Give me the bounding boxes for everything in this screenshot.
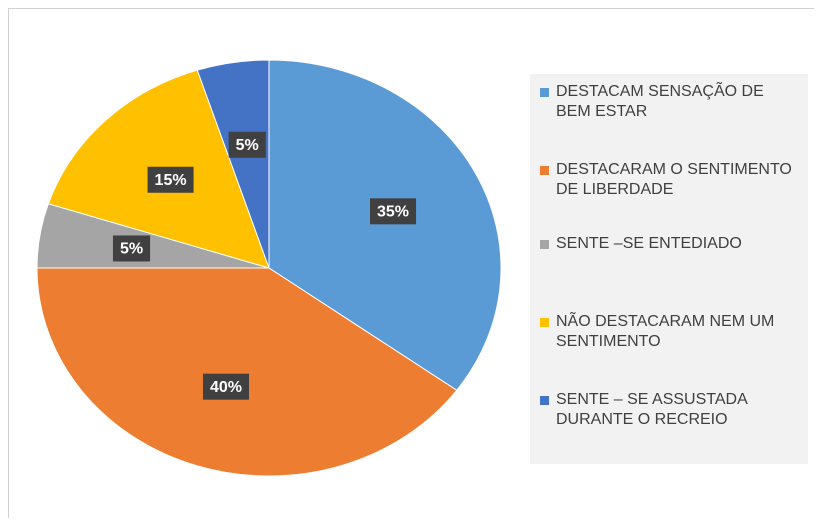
legend: DESTACAM SENSAÇÃO DE BEM ESTAR DESTACARAM… bbox=[530, 74, 808, 464]
legend-swatch bbox=[540, 396, 549, 405]
data-label-text: 35% bbox=[377, 204, 409, 221]
data-label: 15% bbox=[147, 166, 194, 193]
legend-swatch bbox=[540, 240, 549, 249]
data-label-box bbox=[370, 198, 417, 225]
legend-swatch bbox=[540, 166, 549, 175]
data-label-box bbox=[202, 373, 250, 400]
pie-slice bbox=[36, 267, 458, 477]
data-label-text: 5% bbox=[236, 137, 259, 154]
data-label: 35% bbox=[370, 198, 417, 225]
data-label-box bbox=[112, 235, 151, 262]
legend-label: SENTE –SE ENTEDIADO bbox=[556, 235, 742, 252]
data-label-box bbox=[147, 166, 194, 193]
data-label: 40% bbox=[202, 373, 250, 400]
legend-item: SENTE –SE ENTEDIADO bbox=[540, 234, 802, 254]
legend-label: NÃO DESTACARAM NEM UM SENTIMENTO bbox=[556, 313, 775, 350]
data-label: 5% bbox=[228, 131, 266, 158]
data-label-text: 40% bbox=[210, 379, 242, 396]
data-label-text: 5% bbox=[120, 241, 143, 258]
legend-item: SENTE – SE ASSUSTADA DURANTE O RECREIO bbox=[540, 390, 802, 430]
legend-item: DESTACARAM O SENTIMENTO DE LIBERDADE bbox=[540, 160, 802, 200]
legend-label: DESTACARAM O SENTIMENTO DE LIBERDADE bbox=[556, 161, 792, 198]
data-label: 5% bbox=[112, 235, 151, 262]
legend-swatch bbox=[540, 88, 549, 97]
data-label-box bbox=[228, 131, 266, 158]
legend-label: SENTE – SE ASSUSTADA DURANTE O RECREIO bbox=[556, 391, 747, 428]
legend-swatch bbox=[540, 318, 549, 327]
legend-label: DESTACAM SENSAÇÃO DE BEM ESTAR bbox=[556, 83, 764, 120]
chart-frame bbox=[8, 8, 814, 518]
pie-slice bbox=[268, 59, 502, 391]
pie-slice bbox=[196, 59, 270, 269]
data-label-text: 15% bbox=[155, 172, 187, 189]
legend-item: DESTACAM SENSAÇÃO DE BEM ESTAR bbox=[540, 82, 802, 122]
legend-item: NÃO DESTACARAM NEM UM SENTIMENTO bbox=[540, 312, 802, 352]
